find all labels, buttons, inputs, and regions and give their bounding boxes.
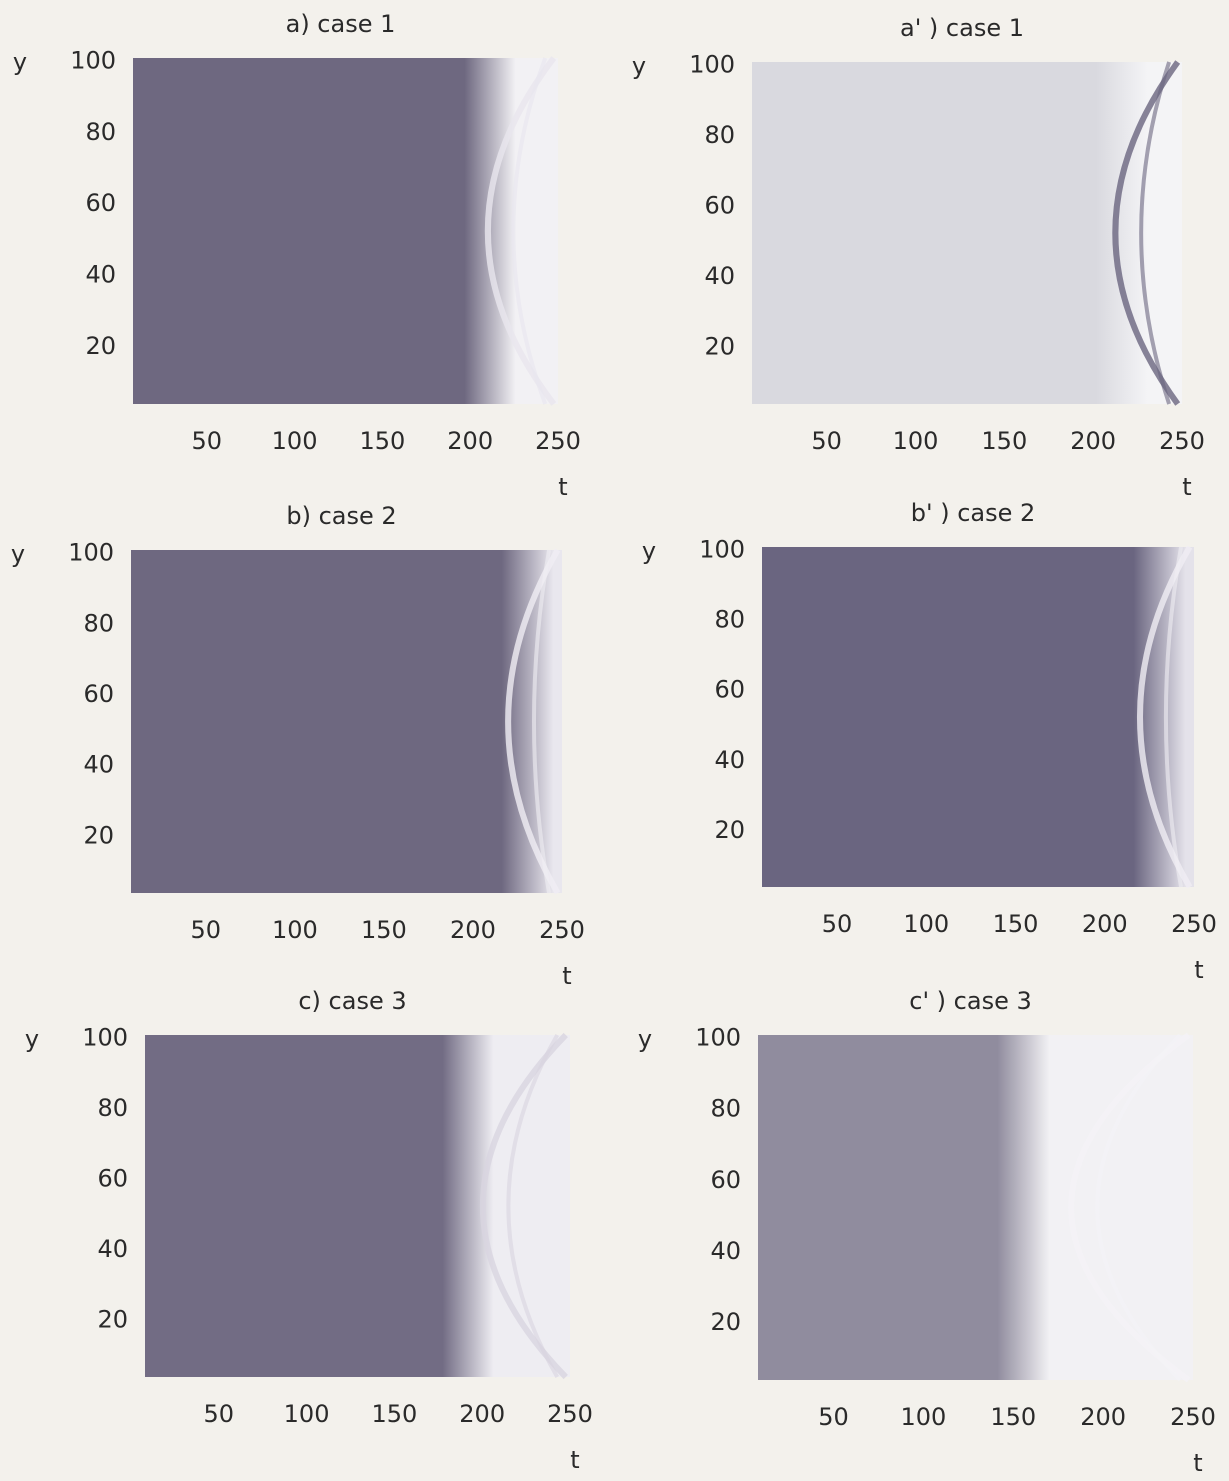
panel-title: b' ) case 2 xyxy=(911,499,1036,527)
y-tick-label: 60 xyxy=(714,676,745,704)
y-tick-label: 40 xyxy=(83,751,114,779)
x-tick-label: 250 xyxy=(539,916,585,944)
y-tick-label: 80 xyxy=(97,1094,128,1122)
x-tick-label: 250 xyxy=(1171,910,1217,938)
x-tick-label: 50 xyxy=(203,1400,234,1428)
y-tick-label: 40 xyxy=(704,262,735,290)
x-tick-label: 50 xyxy=(811,427,842,455)
x-tick-label: 200 xyxy=(459,1400,505,1428)
y-tick-label: 60 xyxy=(97,1165,128,1193)
y-tick-label: 20 xyxy=(97,1306,128,1334)
x-tick-label: 200 xyxy=(447,427,493,455)
figure: a) case 1 y t 20 40 60 80 100 50 100 150 200 250 a' )… xyxy=(0,0,1229,1481)
x-tick-label: 250 xyxy=(535,427,581,455)
panel-title: c) case 3 xyxy=(298,987,406,1015)
y-tick-label: 100 xyxy=(82,1024,128,1052)
x-axis-label: t xyxy=(1193,1449,1202,1477)
x-tick-label: 250 xyxy=(1170,1403,1216,1431)
x-axis-label: t xyxy=(558,473,567,501)
x-axis-label: t xyxy=(570,1446,579,1474)
y-tick-label: 60 xyxy=(704,192,735,220)
image-panel xyxy=(131,550,562,893)
panel-title: a' ) case 1 xyxy=(900,14,1024,42)
y-axis-label: y xyxy=(11,540,25,568)
y-axis-label: y xyxy=(25,1025,39,1053)
x-tick-label: 200 xyxy=(1082,910,1128,938)
y-tick-label: 100 xyxy=(699,536,745,564)
y-axis-label: y xyxy=(13,48,27,76)
x-tick-label: 100 xyxy=(284,1400,330,1428)
y-tick-label: 80 xyxy=(714,606,745,634)
y-tick-label: 20 xyxy=(83,821,114,849)
x-tick-label: 100 xyxy=(893,427,939,455)
y-axis-label: y xyxy=(638,1025,652,1053)
x-axis-label: t xyxy=(1182,473,1191,501)
y-tick-label: 80 xyxy=(85,118,116,146)
y-tick-label: 80 xyxy=(83,609,114,637)
x-tick-label: 50 xyxy=(818,1403,849,1431)
y-tick-label: 20 xyxy=(704,333,735,361)
x-tick-label: 150 xyxy=(993,910,1039,938)
x-tick-label: 200 xyxy=(450,916,496,944)
x-tick-label: 150 xyxy=(371,1400,417,1428)
x-tick-label: 150 xyxy=(359,427,405,455)
y-tick-label: 100 xyxy=(689,51,735,79)
y-tick-label: 80 xyxy=(710,1095,741,1123)
x-tick-label: 100 xyxy=(900,1403,946,1431)
x-tick-label: 250 xyxy=(547,1400,593,1428)
y-tick-label: 40 xyxy=(714,746,745,774)
x-tick-label: 250 xyxy=(1159,427,1205,455)
y-tick-label: 40 xyxy=(85,261,116,289)
x-tick-label: 50 xyxy=(822,910,853,938)
y-axis-label: y xyxy=(642,537,656,565)
y-tick-label: 20 xyxy=(710,1308,741,1336)
x-axis-label: t xyxy=(562,962,571,990)
image-panel xyxy=(133,58,558,404)
x-tick-label: 50 xyxy=(191,427,222,455)
x-tick-label: 200 xyxy=(1070,427,1116,455)
y-tick-label: 100 xyxy=(70,47,116,75)
image-panel xyxy=(145,1035,570,1377)
y-tick-label: 100 xyxy=(695,1024,741,1052)
y-tick-label: 20 xyxy=(85,332,116,360)
x-axis-label: t xyxy=(1194,956,1203,984)
panel-title: a) case 1 xyxy=(286,10,396,38)
x-tick-label: 100 xyxy=(903,910,949,938)
panel-title: c' ) case 3 xyxy=(909,987,1031,1015)
y-tick-label: 80 xyxy=(704,121,735,149)
x-tick-label: 150 xyxy=(361,916,407,944)
image-panel xyxy=(762,547,1194,887)
y-tick-label: 40 xyxy=(710,1237,741,1265)
x-tick-label: 200 xyxy=(1080,1403,1126,1431)
y-tick-label: 60 xyxy=(83,680,114,708)
x-tick-label: 100 xyxy=(272,427,318,455)
x-tick-label: 150 xyxy=(990,1403,1036,1431)
y-tick-label: 60 xyxy=(710,1166,741,1194)
x-tick-label: 150 xyxy=(981,427,1027,455)
y-tick-label: 40 xyxy=(97,1235,128,1263)
x-tick-label: 100 xyxy=(272,916,318,944)
y-tick-label: 60 xyxy=(85,189,116,217)
panel-title: b) case 2 xyxy=(286,502,396,530)
x-tick-label: 50 xyxy=(191,916,222,944)
y-tick-label: 100 xyxy=(68,539,114,567)
y-tick-label: 20 xyxy=(714,816,745,844)
y-axis-label: y xyxy=(632,52,646,80)
